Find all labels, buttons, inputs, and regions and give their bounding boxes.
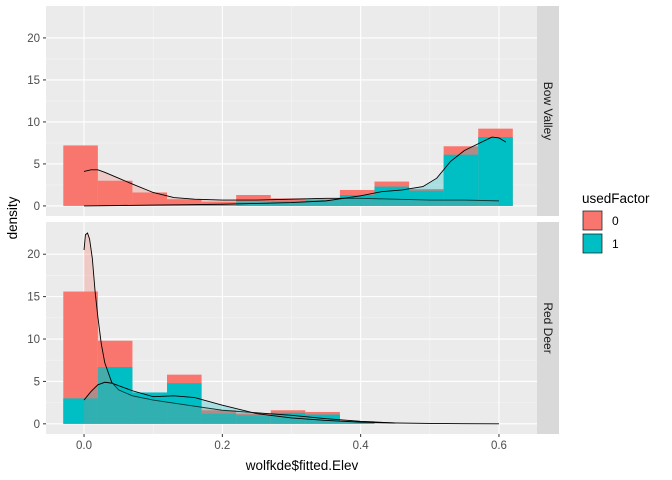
density-area-1 [84,137,506,206]
y-tick-label: 20 [27,249,40,261]
density-curve-1 [83,381,499,425]
histogram-bar-1 [270,200,306,206]
y-tick-label: 0 [34,419,40,431]
histogram-bar-1 [409,190,444,206]
histogram-bar-1 [305,200,340,206]
facet-strip-label: Bow Valley [541,82,555,140]
x-tick-label: 0.0 [76,440,92,452]
y-tick-label: 15 [27,75,40,87]
histogram-bar-1 [97,367,133,424]
histogram-bar-0 [63,145,98,206]
legend-label: 0 [612,214,619,228]
histogram-bar-1 [167,383,202,424]
histogram-bar-0 [97,180,133,206]
y-tick-label: 15 [27,292,40,304]
histogram-bar-1 [270,412,306,424]
y-tick-label: 10 [27,334,40,346]
y-tick-label: 5 [34,376,40,388]
legend-key-swatch [582,233,603,254]
y-tick-label: 5 [34,159,40,171]
histogram-bar-0 [132,192,168,206]
y-axis-title: density [5,196,20,239]
y-tick-label: 20 [27,33,40,45]
legend-title: usedFactor [582,191,650,206]
histogram-bar-1 [63,398,98,424]
facet-strip-label: Red Deer [541,302,555,353]
y-tick-label: 0 [34,201,40,213]
density-curve-1 [84,136,507,207]
density-area-0 [84,233,396,424]
legend-label: 1 [612,237,619,251]
x-axis-title: wolfkde$fitted.Elev [245,458,359,473]
facet-strip [537,6,559,216]
density-curve-0 [83,169,499,202]
x-tick-label: 0.2 [214,440,230,452]
x-tick-label: 0.4 [353,440,370,452]
facet-panel-bow-valley: Bow Valley 0 5 10 15 20 [27,6,559,216]
x-tick-label: 0.6 [491,440,507,452]
histogram-bar-1 [478,137,513,206]
density-area-1 [84,382,499,424]
facet-strip [537,222,559,434]
histogram-bar-0 [201,201,237,206]
legend-keys: 01 [582,210,619,254]
histogram-bar-1 [339,195,375,206]
density-area-0 [84,169,499,206]
legend: usedFactor 01 [582,191,650,254]
histogram-bar-1 [132,392,168,424]
histogram-bar-0 [167,199,202,206]
density-curve-0 [83,232,396,424]
facet-panel-red-deer: Red Deer 0 5 10 15 20 [27,222,559,434]
y-tick-label: 10 [27,117,40,129]
legend-key-swatch [582,210,603,231]
facet-panels: Bow Valley 0 5 10 15 20 Red Deer 0 5 10 15 20 0.0 0.2… [27,6,559,452]
histogram-bar-1 [339,422,375,424]
histogram-bar-1 [236,415,271,424]
histogram-bar-1 [305,414,340,424]
histogram-bar-1 [201,413,237,424]
